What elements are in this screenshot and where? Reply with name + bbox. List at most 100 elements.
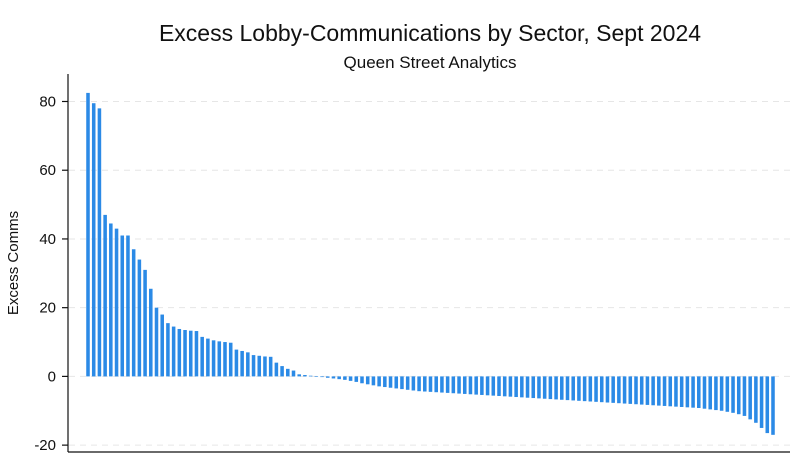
- bar: [639, 376, 644, 405]
- bar: [411, 376, 416, 391]
- bar: [149, 288, 153, 377]
- bar: [565, 376, 570, 401]
- bar: [291, 370, 296, 377]
- bar: [554, 376, 558, 400]
- y-axis-title: Excess Comms: [5, 211, 22, 315]
- bar: [599, 376, 604, 403]
- bar: [748, 376, 752, 420]
- bar: [542, 376, 547, 399]
- bar: [383, 376, 387, 388]
- bar: [605, 376, 610, 403]
- bar: [331, 376, 336, 379]
- bar: [131, 249, 136, 377]
- bar: [234, 349, 239, 377]
- bar: [166, 323, 170, 377]
- bar: [371, 376, 376, 386]
- bar: [251, 355, 256, 377]
- bar: [109, 223, 113, 377]
- bar: [485, 376, 490, 396]
- bar: [354, 376, 359, 382]
- bar: [457, 376, 461, 394]
- y-tick-label: 40: [39, 231, 56, 248]
- bar: [725, 376, 730, 412]
- bar: [622, 376, 627, 404]
- bar: [560, 376, 564, 400]
- bar: [194, 331, 199, 377]
- bar: [731, 376, 735, 413]
- bar: [388, 376, 393, 388]
- bar: [434, 376, 438, 393]
- axes: -20 0 20 40 60 80: [34, 74, 790, 454]
- bar: [200, 336, 204, 377]
- bar: [508, 376, 513, 397]
- bar: [525, 376, 530, 398]
- bar: [674, 376, 678, 407]
- bar: [514, 376, 518, 398]
- bar: [645, 376, 650, 405]
- bar: [183, 330, 187, 377]
- bar: [103, 214, 107, 377]
- bar: [474, 376, 478, 395]
- bar: [462, 376, 467, 394]
- y-tick-label: -20: [34, 437, 56, 454]
- bar: [206, 338, 210, 377]
- bar: [303, 375, 307, 377]
- bar: [668, 376, 673, 407]
- bar: [211, 340, 216, 377]
- bar: [754, 376, 758, 423]
- bar: [771, 376, 775, 435]
- bar: [611, 376, 615, 403]
- bar: [662, 376, 667, 406]
- bar: [257, 355, 262, 377]
- bar: [325, 376, 330, 378]
- bar: [360, 376, 364, 384]
- bar: [405, 376, 410, 390]
- bar: [400, 376, 404, 390]
- bar: [417, 376, 421, 392]
- bar: [91, 103, 96, 377]
- bar: [263, 356, 267, 377]
- bar: [120, 235, 125, 377]
- bar: [594, 376, 598, 402]
- bar: [228, 342, 233, 377]
- bar: [286, 368, 290, 377]
- bar: [377, 376, 381, 387]
- bar: [491, 376, 496, 396]
- bar: [742, 376, 747, 416]
- bar: [337, 376, 341, 380]
- bar: [708, 376, 712, 410]
- bar: [714, 376, 718, 411]
- bar: [702, 376, 707, 409]
- y-tick-label: 20: [39, 300, 56, 317]
- bar: [497, 376, 501, 396]
- bar: [143, 269, 147, 377]
- bar: [691, 376, 695, 408]
- bars: [86, 92, 775, 435]
- bar: [297, 374, 301, 377]
- bar: [171, 326, 176, 377]
- bar: [531, 376, 536, 399]
- bar: [520, 376, 524, 398]
- y-tick-label: 60: [39, 162, 56, 179]
- bar: [445, 376, 450, 393]
- bar: [320, 376, 324, 378]
- bar: [765, 376, 770, 434]
- bar: [314, 376, 319, 377]
- bar: [240, 350, 244, 377]
- y-tick-label: 80: [39, 93, 56, 110]
- bar: [177, 328, 182, 377]
- bar: [657, 376, 661, 406]
- bar: [651, 376, 655, 406]
- bar: [634, 376, 638, 405]
- bar: [246, 352, 250, 377]
- bar: [217, 341, 222, 377]
- bar: [679, 376, 684, 407]
- y-tick-label: 0: [48, 368, 56, 385]
- bar: [348, 376, 353, 381]
- bar: [548, 376, 553, 400]
- bar: [468, 376, 473, 395]
- bar: [628, 376, 633, 404]
- bar: [502, 376, 507, 397]
- bar: [86, 92, 90, 377]
